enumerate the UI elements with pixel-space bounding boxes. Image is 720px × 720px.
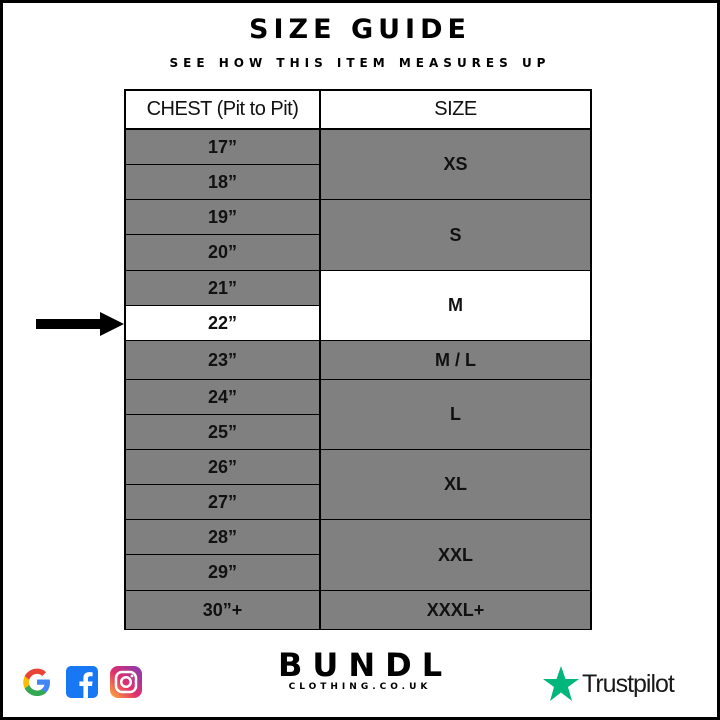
chest-cell: 26” [126,450,321,485]
google-icon[interactable] [20,665,54,699]
chest-cell: 19” [126,200,321,235]
size-cell: XS [321,130,590,200]
chest-cell: 21” [126,271,321,306]
size-cell: XXXL+ [321,591,590,630]
trustpilot-logo[interactable]: Trustpilot [542,665,675,703]
chest-cell: 25” [126,415,321,450]
brand-name: BUNDL [278,646,453,684]
chest-cell: 17” [126,130,321,165]
chest-cell: 22” [126,306,321,341]
size-table: CHEST (Pit to Pit) SIZE 17” 18” 19” 20” 21” 2… [124,89,592,630]
trustpilot-text: Trustpilot [582,669,675,698]
chest-cell: 18” [126,165,321,200]
trustpilot-star-icon [543,666,579,701]
facebook-icon[interactable] [66,665,98,699]
size-cell: XL [321,450,590,520]
size-cell: XXL [321,520,590,591]
chest-cell: 28” [126,520,321,555]
brand-logo: BUNDL CLOTHING.CO.UK [278,648,442,692]
page-subtitle: SEE HOW THIS ITEM MEASURES UP [169,56,551,70]
chest-cell: 23” [126,341,321,380]
header-chest: CHEST (Pit to Pit) [126,91,321,130]
size-cell: M / L [321,341,590,380]
size-cell: M [321,271,590,341]
instagram-icon[interactable] [110,665,142,699]
page-title: SIZE GUIDE [249,14,471,45]
header-size: SIZE [321,91,590,130]
size-cell: S [321,200,590,271]
brand-website: CLOTHING.CO.UK [288,682,432,692]
chest-cell: 27” [126,485,321,520]
chest-cell: 20” [126,235,321,271]
social-icons [20,665,142,699]
chest-cell: 24” [126,380,321,415]
chest-cell: 29” [126,555,321,591]
arrow-icon [36,312,124,336]
size-cell: L [321,380,590,450]
chest-cell: 30”+ [126,591,321,630]
